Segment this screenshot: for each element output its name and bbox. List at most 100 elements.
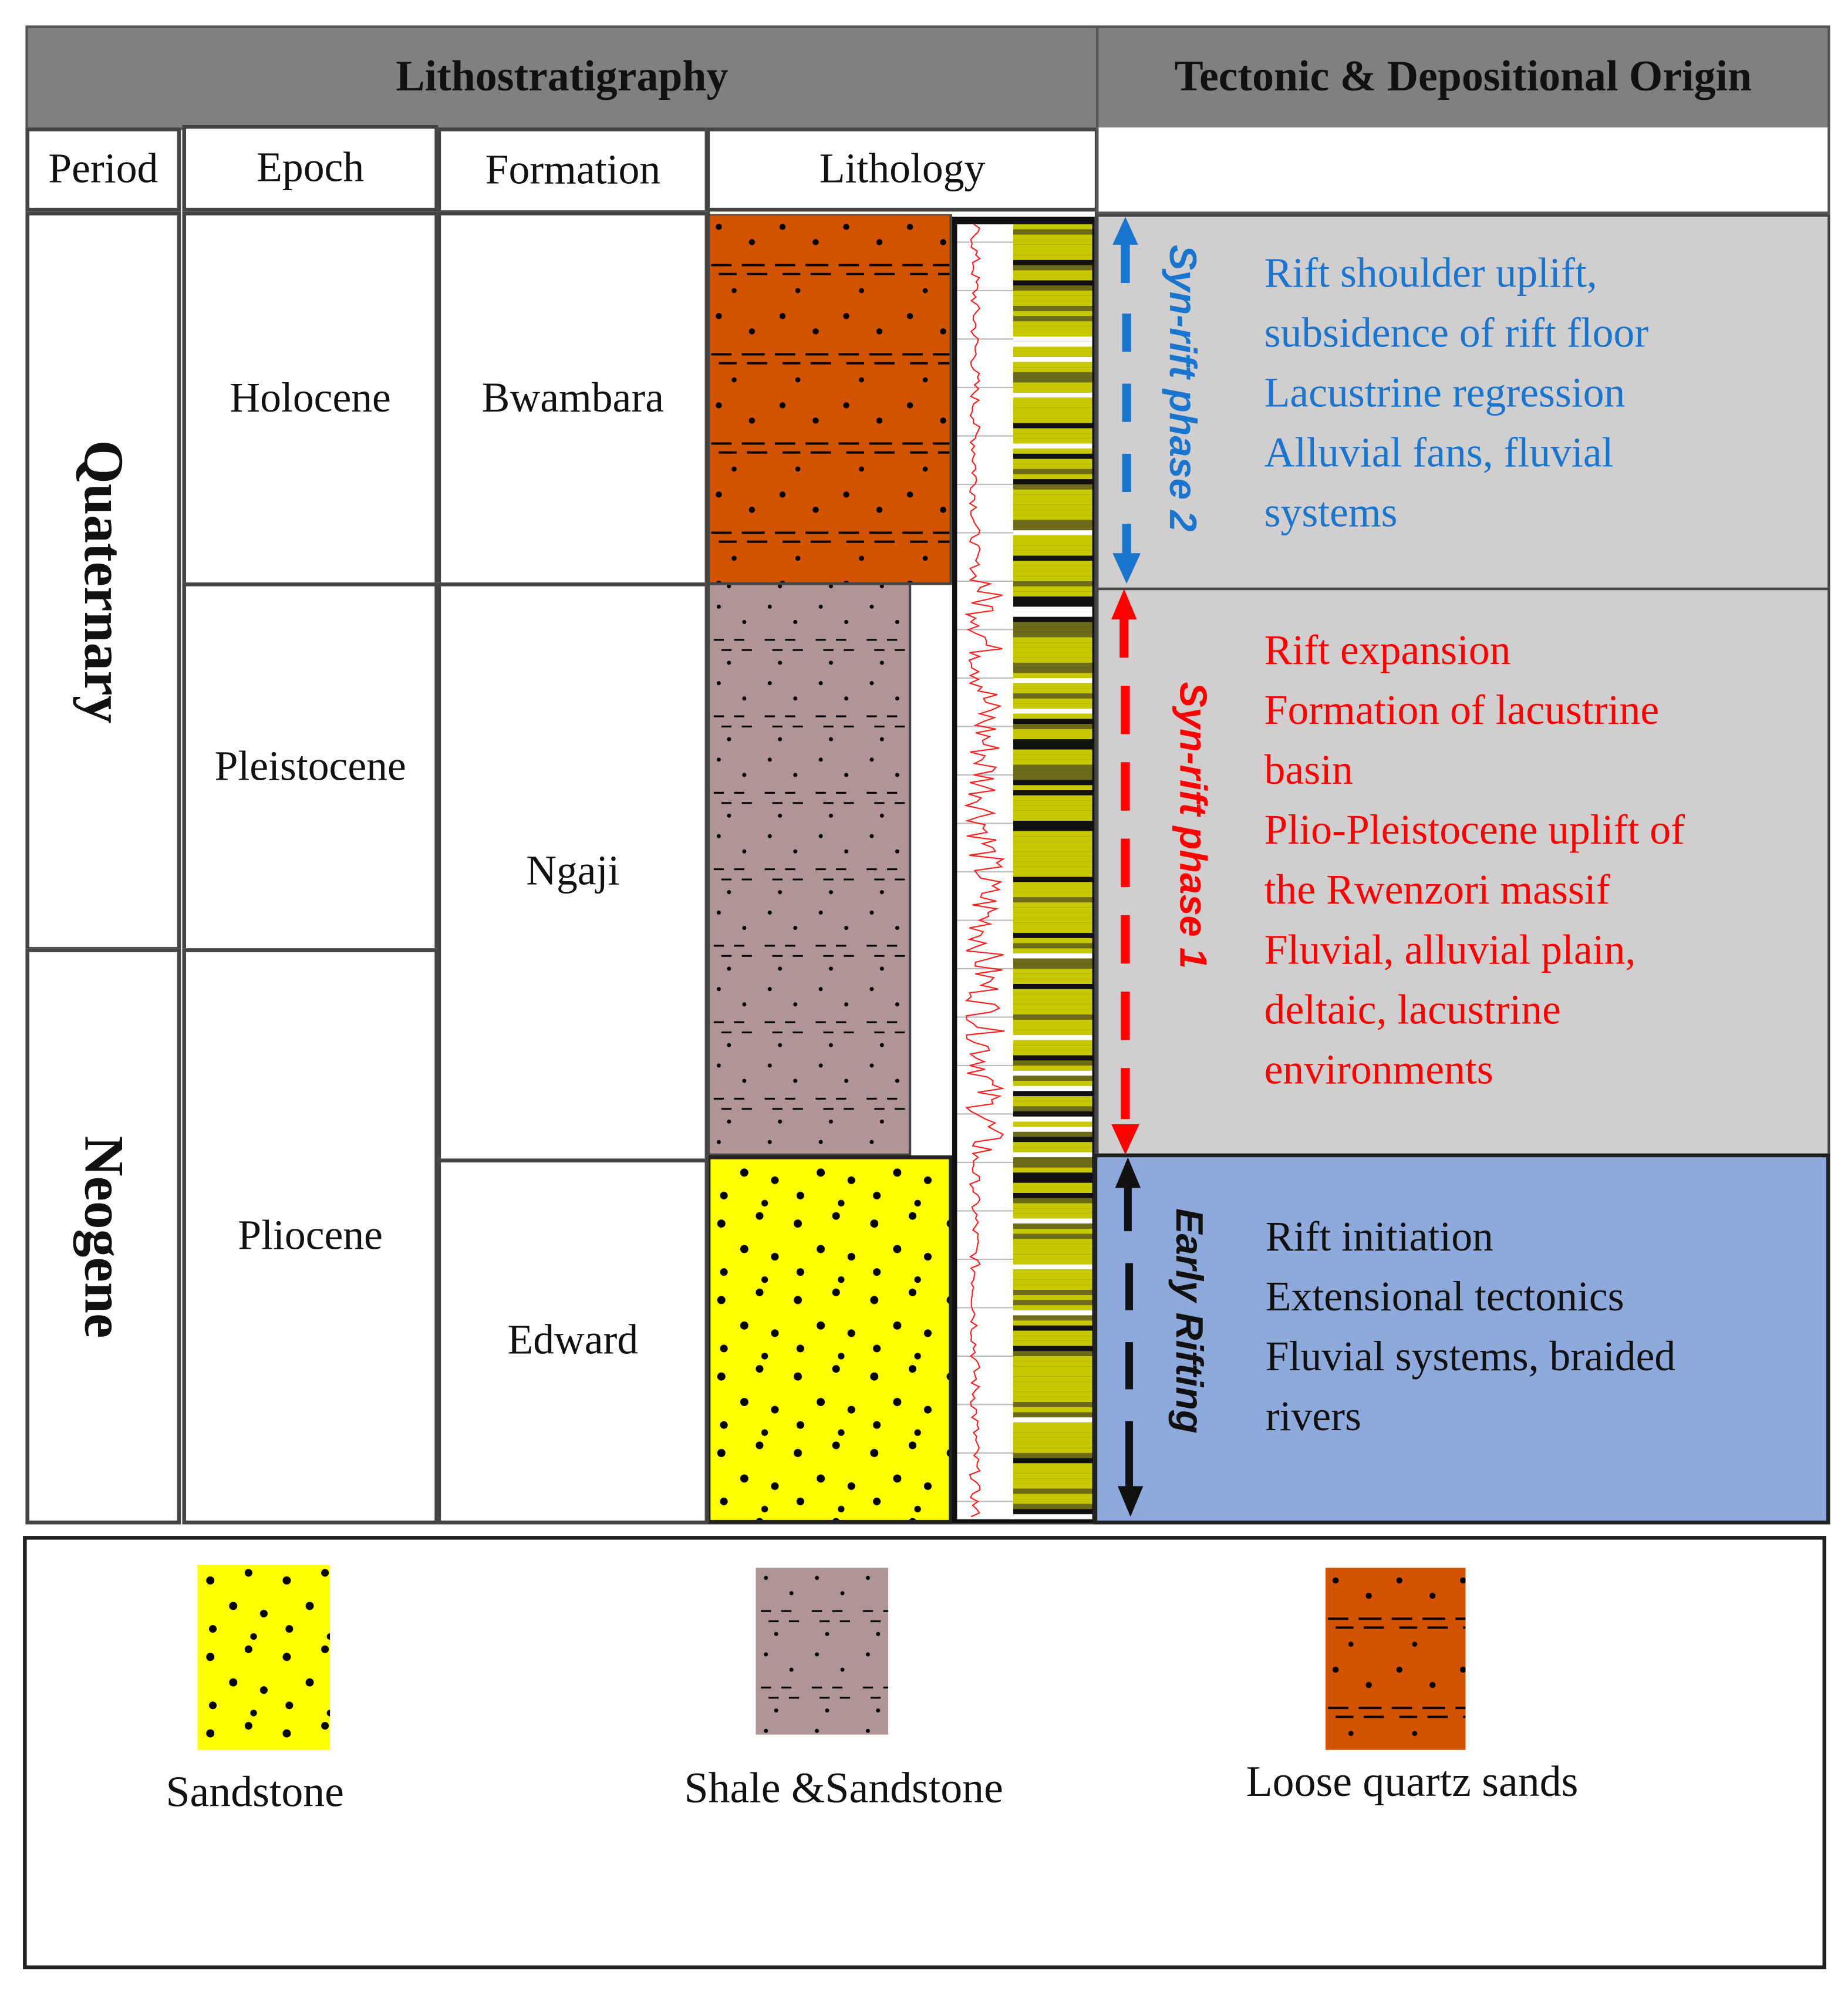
log-lithology-band [1013,1147,1092,1152]
phase-label: Early Rifting [1167,1208,1210,1434]
log-lithology-band [1013,1371,1092,1377]
log-lithology-band [1013,407,1092,413]
log-lithology-band [1013,535,1092,541]
log-lithology-band [1013,453,1092,459]
log-lithology-band [1013,540,1092,546]
log-lithology-band [1013,1478,1092,1484]
log-lithology-band [1013,270,1092,275]
log-lithology-band [1013,1264,1092,1270]
description-line: environments [1264,1047,1493,1094]
legend-swatch-shale-sandstone [756,1568,889,1735]
phase-label: Syn-rift phase 2 [1161,244,1203,532]
log-lithology-band [1013,1086,1092,1091]
description-line: Fluvial, alluvial plain, [1264,928,1636,974]
log-lithology-band [1013,958,1092,964]
log-lithology-band [1013,810,1092,816]
log-lithology-band [1013,1427,1092,1433]
log-lithology-band [1013,275,1092,281]
epoch-label: Pleistocene [214,743,406,790]
log-lithology-band [1013,683,1092,689]
log-lithology-band [1013,346,1092,352]
log-lithology-band [1013,1045,1092,1050]
log-lithology-band [1013,229,1092,235]
log-lithology-band [1013,882,1092,888]
description-line: subsidence of rift floor [1264,311,1649,357]
log-lithology-band [1013,1233,1092,1239]
log-lithology-band [1013,377,1092,383]
log-lithology-band [1013,632,1092,638]
legend-label-loose-quartz-sands: Loose quartz sands [1246,1758,1579,1806]
log-lithology-band [1013,387,1092,393]
log-lithology-band [1013,1402,1092,1407]
phase-arrows [1111,217,1144,1517]
log-lithology-band [1013,1330,1092,1336]
formation-label: Bwambara [481,375,665,422]
log-lithology-band [1013,413,1092,419]
log-lithology-band [1013,301,1092,306]
log-lithology-band [1013,754,1092,760]
log-lithology-band [1013,561,1092,566]
log-lithology-band [1013,468,1092,474]
log-lithology-band [1013,678,1092,683]
phase-panel-early-rifting: Rift initiation Extensional tectonics Fl… [1093,1153,1830,1525]
column-header-lithology: Lithology [706,127,1099,214]
log-lithology-band [1013,250,1092,255]
log-lithology-band [1013,948,1092,953]
log-lithology-band [1013,668,1092,673]
log-lithology-band [1013,1239,1092,1244]
log-lithology-band [1013,1152,1092,1158]
log-lithology-band [1013,1433,1092,1438]
log-lithology-band [1013,576,1092,581]
log-lithology-band [1013,555,1092,561]
syn-rift-2-double-arrow [1112,217,1141,584]
phase-panel-syn-rift-1: Rift expansion Formation of lacustrine b… [1096,587,1830,1157]
log-lithology-band [1013,1397,1092,1403]
log-lithology-band [1013,658,1092,663]
log-lithology-band [1013,234,1092,240]
log-lithology-band [1013,484,1092,490]
log-lithology-band [1013,647,1092,653]
log-lithology-band [1013,1305,1092,1310]
log-lithology-band [1013,1494,1092,1499]
log-lithology-band [1013,1509,1092,1515]
log-lithology-band [1013,1223,1092,1229]
log-lithology-band [1013,1024,1092,1030]
log-lithology-band [1013,1381,1092,1387]
header-text: Tectonic & Depositional Origin [1174,53,1752,101]
description-line: Extensional tectonics [1265,1275,1624,1321]
epoch-holocene: Holocene [182,211,439,587]
log-lithology-band [1013,1295,1092,1300]
log-lithology-band [1013,1285,1092,1290]
formation-label: Edward [507,1317,639,1364]
formation-ngaji: Ngaji [437,582,709,1162]
log-lithology-band [1013,719,1092,724]
log-lithology-band [1013,326,1092,332]
log-lithology-band [1013,1004,1092,1010]
log-lithology-band [1013,734,1092,740]
log-lithology-band [1013,673,1092,678]
log-lithology-band [1013,479,1092,484]
log-lithology-band [1013,1351,1092,1356]
log-lithology-band [1013,1422,1092,1428]
log-lithology-band [1013,1203,1092,1209]
log-lithology-band [1013,571,1092,577]
log-lithology-band [1013,443,1092,449]
log-lithology-band [1013,698,1092,704]
log-lithology-band [1013,759,1092,765]
lithostratigraphy-header: Lithostratigraphy [25,25,1099,130]
log-lithology-band [1013,1188,1092,1194]
log-lithology-band [1013,1009,1092,1015]
well-log [952,217,1095,1524]
formation-bwambara: Bwambara [437,211,709,587]
log-lithology-band [1013,851,1092,857]
log-lithology-band [1013,1034,1092,1040]
log-lithology-band [1013,637,1092,643]
log-lithology-band [1013,800,1092,806]
log-lithology-band [1013,1336,1092,1341]
log-lithology-band [1013,586,1092,592]
log-lithology-band [1013,1182,1092,1188]
log-lithology-band [1013,1442,1092,1448]
log-lithology-band [1013,1172,1092,1178]
log-lithology-band [1013,433,1092,439]
log-lithology-band [1013,1060,1092,1066]
